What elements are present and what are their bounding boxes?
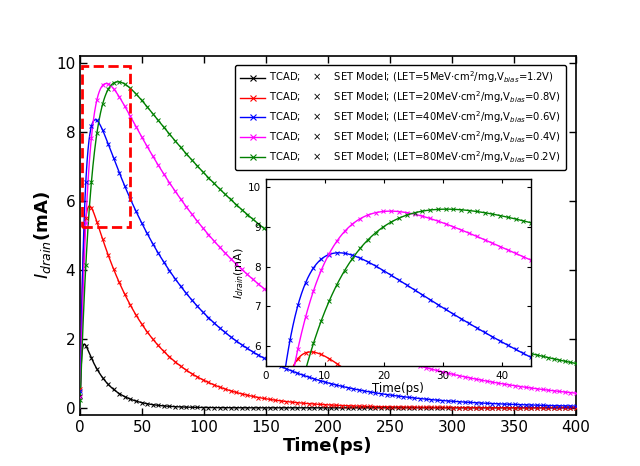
Legend: TCAD;    $\times$    SET Model; (LET=5MeV$\cdot$cm$^2$/mg,V$_{bias}$=1.2V), TCAD: TCAD; $\times$ SET Model; (LET=5MeV$\cdo… [236,64,566,170]
X-axis label: Time(ps): Time(ps) [372,382,424,395]
Y-axis label: $I_{drain}$(mA): $I_{drain}$(mA) [32,192,53,279]
X-axis label: Time(ps): Time(ps) [284,438,372,455]
Bar [82,66,130,226]
Y-axis label: $I_{drain}$(mA): $I_{drain}$(mA) [232,247,246,299]
